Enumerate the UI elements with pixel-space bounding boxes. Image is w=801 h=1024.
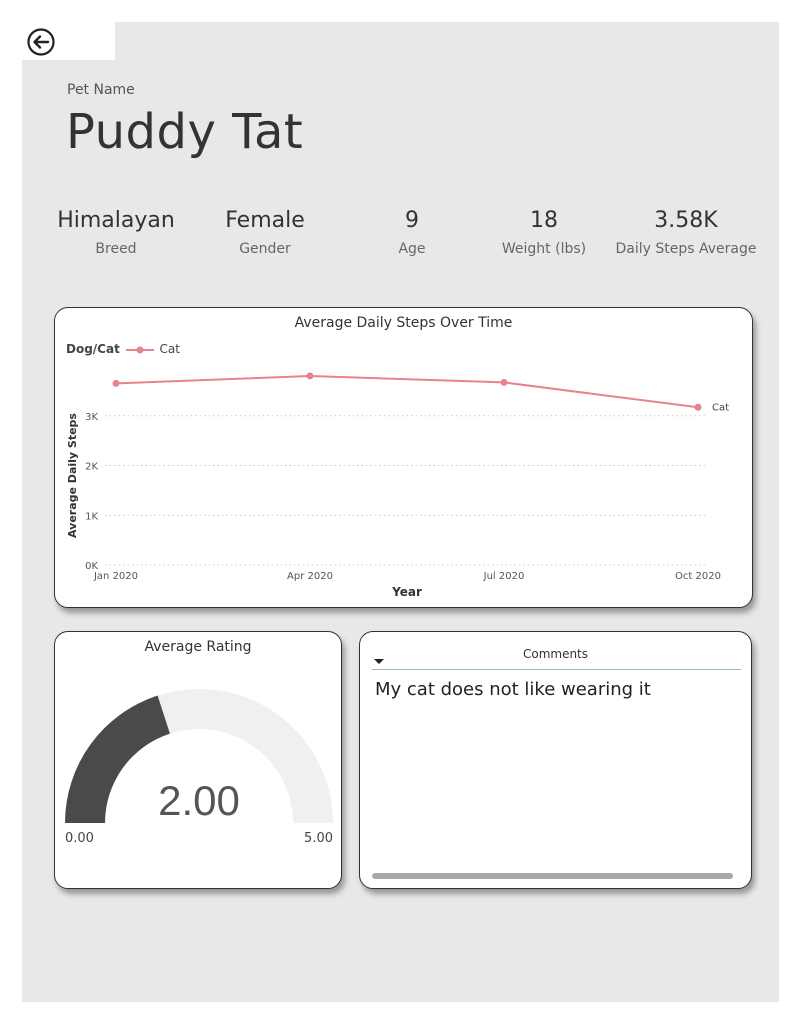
chart-title: Average Daily Steps Over Time — [294, 315, 513, 331]
series-end-label: Cat — [712, 402, 729, 413]
data-point — [306, 372, 314, 380]
stat-value: 18 — [530, 208, 558, 233]
x-axis-label: Year — [391, 585, 422, 599]
legend-marker-icon — [125, 346, 154, 353]
gauge-max-label: 5.00 — [304, 831, 333, 846]
stat-value: Female — [225, 208, 305, 233]
stat-label: Daily Steps Average — [615, 241, 757, 257]
pet-name: Puddy Tat — [66, 104, 304, 160]
legend-item-cat: Cat — [159, 342, 180, 356]
line-chart-plot: 0K 1K 2K 3K Jan 2020 Apr 2020 Jul 2020 Oct 2020… — [66, 372, 729, 599]
y-tick-label: 1K — [85, 511, 98, 522]
data-point — [500, 378, 508, 386]
stat-gender: Female Gender — [185, 208, 345, 257]
stat-daily-steps: 3.58K Daily Steps Average — [606, 208, 766, 257]
stat-label: Breed — [95, 241, 137, 257]
series-line-cat — [115, 374, 699, 409]
horizontal-scrollbar[interactable] — [372, 873, 733, 879]
stat-age: 9 Age — [332, 208, 492, 257]
stat-value: Himalayan — [57, 208, 175, 233]
rating-gauge: 2.00 0.00 5.00 — [65, 689, 333, 846]
comments-header: Comments — [522, 647, 589, 661]
pet-name-label: Pet Name — [67, 82, 135, 98]
x-tick-label: Jul 2020 — [483, 571, 525, 582]
y-axis-label: Average Daily Steps — [66, 413, 79, 538]
gauge-title: Average Rating — [144, 639, 252, 655]
y-tick-label: 0K — [85, 561, 98, 572]
rating-gauge-card: Average Rating 2.00 0.00 5.00 — [54, 631, 342, 889]
stat-breed: Himalayan Breed — [36, 208, 196, 257]
stat-label: Gender — [239, 241, 291, 257]
comment-item: My cat does not like wearing it — [375, 679, 651, 700]
gauge-value: 2.00 — [158, 777, 240, 824]
gauge-fill — [65, 695, 170, 823]
x-tick-label: Oct 2020 — [675, 571, 721, 582]
stat-weight: 18 Weight (lbs) — [464, 208, 624, 257]
dropdown-arrow-icon[interactable] — [374, 659, 384, 664]
x-tick-label: Apr 2020 — [287, 571, 333, 582]
data-point — [112, 379, 120, 387]
stat-value: 9 — [405, 208, 419, 233]
back-arrow-icon[interactable] — [26, 27, 56, 57]
chart-legend: Dog/Cat Cat — [66, 342, 180, 356]
stat-value: 3.58K — [654, 208, 718, 233]
stat-label: Weight (lbs) — [501, 241, 587, 257]
comments-card: Comments My cat does not like wearing it — [359, 631, 752, 889]
gauge-min-label: 0.00 — [65, 831, 94, 846]
steps-chart-card: Average Daily Steps Over Time Dog/Cat Ca… — [54, 307, 753, 608]
stat-label: Age — [398, 241, 426, 257]
data-point — [694, 403, 702, 411]
y-tick-label: 3K — [85, 412, 98, 423]
y-tick-label: 2K — [85, 462, 98, 473]
legend-title: Dog/Cat — [66, 342, 120, 356]
x-tick-label: Jan 2020 — [93, 571, 138, 582]
comments-divider — [372, 669, 741, 670]
